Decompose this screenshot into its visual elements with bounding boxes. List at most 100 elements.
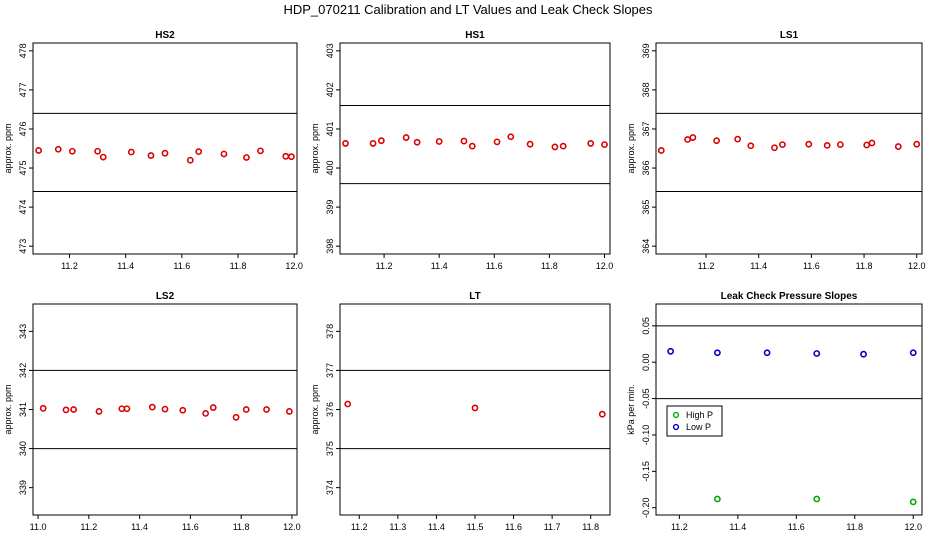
- legend-label: Low P: [686, 422, 711, 432]
- y-tick-label: 0.05: [641, 317, 651, 335]
- x-tick-label: 11.5: [467, 522, 484, 532]
- x-tick-label: 11.8: [856, 261, 873, 271]
- data-point: [598, 410, 606, 418]
- data-point: [242, 406, 250, 413]
- data-point: [836, 141, 844, 148]
- data-point: [35, 147, 43, 154]
- data-point: [823, 141, 831, 149]
- y-tick-label: 340: [18, 441, 28, 456]
- data-point: [551, 143, 559, 151]
- y-tick-label: 398: [325, 239, 335, 254]
- legend-box: [666, 405, 723, 437]
- data-point: [148, 403, 156, 411]
- data-point: [468, 142, 476, 150]
- y-tick-label: 366: [641, 161, 651, 176]
- data-point: [805, 140, 813, 148]
- y-tick-label: 402: [325, 82, 335, 97]
- x-tick-label: 11.2: [61, 261, 78, 271]
- y-tick-label: 343: [18, 324, 28, 339]
- y-tick-label: 474: [18, 200, 28, 215]
- data-point: [863, 141, 871, 149]
- data-point: [813, 350, 821, 357]
- data-point: [601, 141, 608, 148]
- x-tick-label: 11.6: [788, 522, 805, 532]
- y-tick-label: 342: [18, 363, 28, 378]
- data-point: [909, 349, 917, 357]
- panel-title: LS2: [156, 291, 175, 302]
- x-tick-label: 11.2: [351, 522, 368, 532]
- data-point: [232, 413, 240, 421]
- y-tick-label: 365: [641, 200, 651, 215]
- data-point: [526, 140, 534, 148]
- y-tick-label: 375: [325, 441, 335, 456]
- x-tick-label: 11.4: [431, 261, 448, 271]
- data-point: [95, 408, 103, 415]
- plot-frame: [339, 42, 611, 255]
- data-point: [713, 495, 721, 503]
- x-tick-label: 11.8: [233, 522, 250, 532]
- data-point: [779, 141, 786, 148]
- x-tick-label: 11.8: [230, 261, 247, 271]
- y-tick-label: 478: [18, 43, 28, 58]
- data-point: [657, 147, 665, 154]
- y-tick-label: 476: [18, 121, 28, 136]
- data-point: [243, 154, 250, 161]
- data-point: [369, 140, 377, 147]
- data-point: [771, 144, 778, 152]
- data-point: [435, 138, 443, 145]
- data-point: [127, 148, 135, 156]
- y-tick-label: 378: [325, 324, 335, 339]
- data-point: [713, 137, 720, 145]
- y-tick-label: 364: [641, 239, 651, 254]
- data-point: [68, 147, 76, 155]
- panel-hs1: HS1 11.2 11.4 11.6 11.8 12.0 398 399 400 401 402 40…: [310, 30, 613, 271]
- data-point: [195, 148, 203, 156]
- y-tick-label: 376: [325, 402, 335, 417]
- x-tick-label: 11.6: [486, 261, 503, 271]
- data-point: [209, 404, 217, 411]
- data-point: [344, 400, 352, 408]
- plot-frame: [655, 303, 923, 516]
- x-tick-label: 11.4: [117, 261, 134, 271]
- x-tick-label: 12.0: [283, 522, 301, 532]
- data-point: [94, 147, 101, 155]
- x-tick-label: 12.0: [904, 522, 922, 532]
- data-point: [413, 138, 421, 146]
- data-point: [39, 404, 47, 412]
- x-tick-label: 11.8: [846, 522, 863, 532]
- data-point: [471, 404, 479, 412]
- data-point: [734, 135, 742, 143]
- legend-marker: [672, 423, 680, 431]
- panel-title: Leak Check Pressure Slopes: [721, 291, 858, 302]
- y-tick-label: 377: [325, 363, 335, 378]
- x-tick-label: 11.8: [582, 522, 599, 532]
- y-tick-label: 403: [325, 43, 335, 58]
- data-point: [747, 142, 755, 150]
- data-point: [894, 143, 902, 150]
- data-point: [285, 408, 293, 415]
- panel-leak-check-pressure-slopes: Leak Check Pressure Slopes 11.2 11.4 11.6 11…: [626, 291, 923, 532]
- data-point: [667, 347, 675, 355]
- x-tick-label: 11.7: [544, 522, 561, 532]
- y-axis-label: approx. ppm: [310, 123, 320, 173]
- y-tick-label: 477: [18, 82, 28, 97]
- panel-lt: LT 11.2 11.3 11.4 11.5 11.6 11.7 11.8 374 375 376 3…: [310, 291, 611, 532]
- x-tick-label: 11.2: [80, 522, 97, 532]
- x-tick-label: 11.4: [131, 522, 148, 532]
- y-tick-label: 401: [325, 121, 335, 136]
- x-tick-label: 11.3: [389, 522, 406, 532]
- y-tick-label: -0.20: [641, 497, 651, 518]
- y-tick-label: 0.00: [641, 353, 651, 371]
- data-point: [684, 136, 692, 143]
- data-point: [377, 137, 385, 145]
- y-tick-label: -0.15: [641, 461, 651, 482]
- x-tick-label: 11.0: [30, 522, 47, 532]
- x-tick-label: 11.6: [182, 522, 199, 532]
- y-tick-label: 367: [641, 121, 651, 136]
- data-point: [282, 152, 290, 160]
- y-tick-label: 369: [641, 43, 651, 58]
- x-tick-label: 12.0: [285, 261, 303, 271]
- y-tick-label: 473: [18, 239, 28, 254]
- plot-frame: [32, 303, 298, 516]
- x-tick-label: 11.6: [173, 261, 190, 271]
